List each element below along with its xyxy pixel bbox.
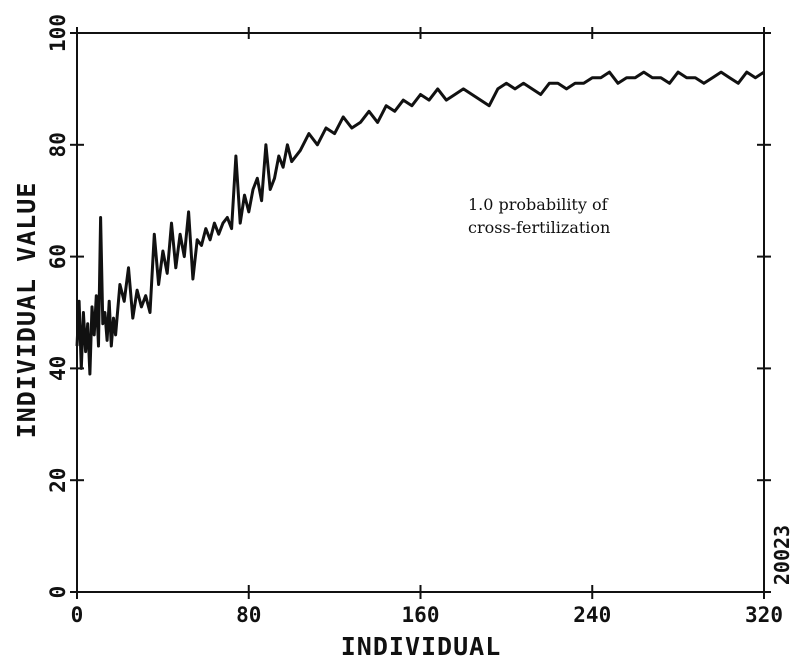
axis-ticks [70,27,771,599]
y-tick-label: 40 [46,356,70,381]
x-tick-label: 160 [402,603,440,627]
series-line [75,70,765,376]
y-axis-label: INDIVIDUAL VALUE [12,182,41,439]
annotation-line-2: cross-fertilization [468,218,610,237]
y-tick-label: 60 [46,244,70,269]
x-tick-label: 320 [745,603,783,627]
annotation-line-1: 1.0 probability of [468,195,609,214]
y-tick-label: 20 [46,468,70,493]
y-tick-label: 100 [46,14,70,52]
x-tick-label: 0 [71,603,84,627]
y-tick-label: 80 [46,132,70,157]
y-tick-label: 0 [46,586,70,599]
x-axis-label: INDIVIDUAL [341,632,502,661]
tick-labels: 0 80 160 240 320 0 20 40 60 80 100 [46,14,783,627]
x-tick-label: 240 [573,603,611,627]
figure-id: 20023 [770,525,794,585]
plot-frame [76,32,765,593]
x-tick-label: 80 [236,603,261,627]
